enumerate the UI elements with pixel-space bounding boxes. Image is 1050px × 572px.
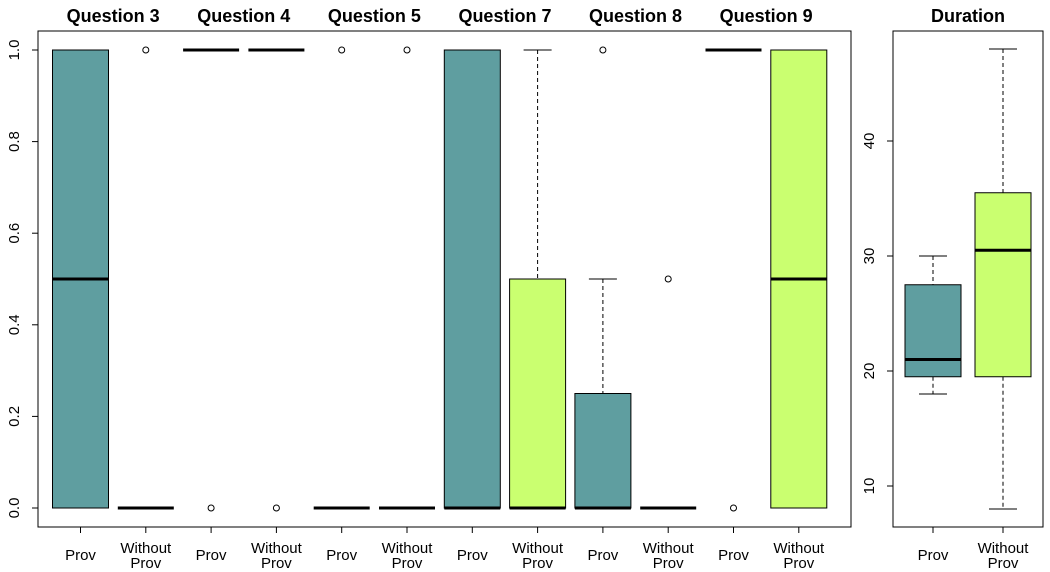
box-without-prov — [974, 48, 1032, 510]
y-tick-label: 0.0 — [6, 498, 23, 519]
outlier-point — [272, 504, 280, 512]
box-iqr — [443, 49, 501, 509]
y-tick-label: 10 — [861, 478, 878, 495]
group-title: Question 5 — [328, 6, 421, 26]
outlier-point — [207, 504, 215, 512]
box-iqr — [904, 284, 962, 378]
box-prov — [313, 46, 370, 510]
y-tick-label: 0.6 — [6, 223, 23, 244]
box-iqr — [574, 393, 632, 509]
y-tick-label: 20 — [861, 363, 878, 380]
box-without-prov — [509, 49, 567, 510]
x-tick-label: Prov — [918, 547, 949, 564]
box-iqr — [974, 192, 1032, 378]
x-tick-label: Prov — [65, 547, 96, 564]
x-tick-label: Without Prov — [773, 540, 825, 572]
box-without-prov — [379, 46, 435, 510]
x-tick-label: Without Prov — [643, 540, 695, 572]
box-prov — [574, 46, 632, 510]
outlier-point — [338, 46, 346, 54]
box-without-prov — [117, 46, 174, 510]
outlier-point — [403, 46, 411, 54]
y-tick-label: 1.0 — [6, 40, 23, 61]
group-title: Question 9 — [720, 6, 813, 26]
box-iqr — [509, 278, 567, 509]
questions-plot-frame — [37, 30, 852, 528]
box-prov — [183, 48, 240, 512]
y-tick-label: 30 — [861, 248, 878, 265]
y-tick-label: 0.2 — [6, 406, 23, 427]
x-tick-label: Prov — [326, 547, 357, 564]
box-without-prov — [770, 49, 828, 509]
box-prov — [443, 49, 501, 510]
x-tick-label: Without Prov — [512, 540, 564, 572]
x-tick-label: Prov — [587, 547, 618, 564]
duration-plot-frame — [892, 30, 1044, 528]
x-tick-label: Without Prov — [382, 540, 434, 572]
group-title: Question 7 — [458, 6, 551, 26]
box-prov — [705, 48, 762, 512]
x-tick-label: Prov — [457, 547, 488, 564]
x-tick-label: Without Prov — [120, 540, 172, 572]
outlier-point — [730, 504, 737, 512]
outlier-point — [599, 46, 607, 54]
y-tick-label: 0.8 — [6, 131, 23, 152]
x-tick-label: Prov — [196, 547, 227, 564]
outlier-point — [664, 275, 672, 283]
group-title: Question 3 — [67, 6, 160, 26]
group-title: Question 4 — [197, 6, 290, 26]
y-tick-label: 40 — [861, 133, 878, 150]
x-tick-label: Without Prov — [251, 540, 303, 572]
outlier-point — [142, 46, 150, 54]
group-title: Question 8 — [589, 6, 682, 26]
box-without-prov — [248, 48, 305, 512]
y-tick-label: 0.4 — [6, 314, 23, 335]
x-tick-label: Without Prov — [978, 540, 1030, 572]
box-prov — [52, 49, 109, 509]
x-tick-label: Prov — [718, 547, 749, 564]
box-prov — [904, 255, 962, 395]
box-without-prov — [640, 275, 697, 510]
duration-title: Duration — [931, 6, 1005, 26]
